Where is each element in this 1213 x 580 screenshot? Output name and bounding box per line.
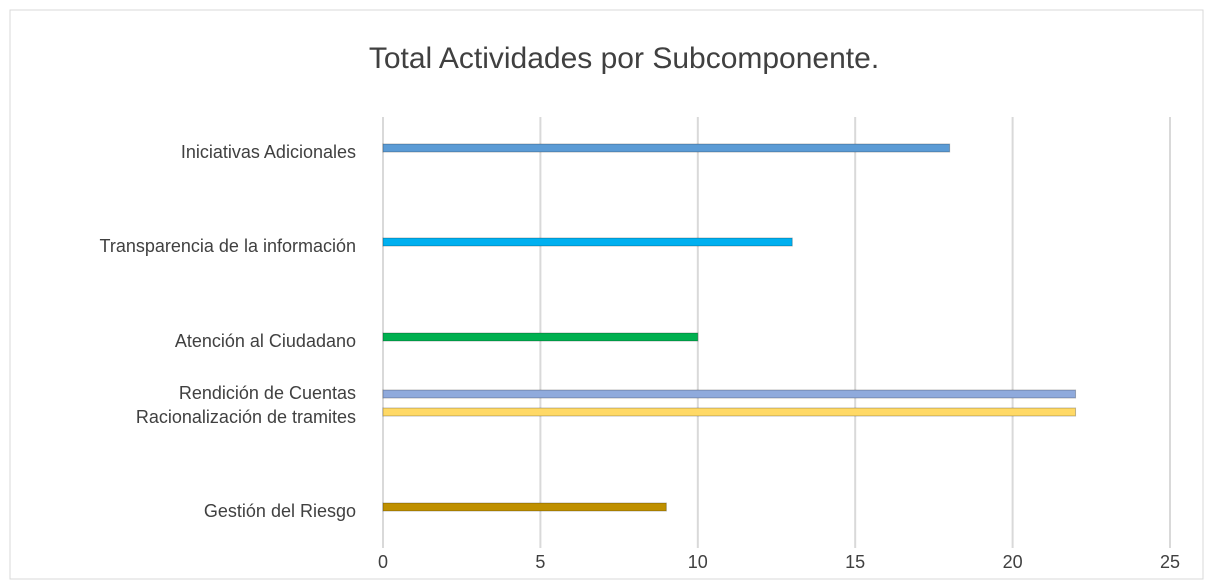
y-tick-label: Iniciativas Adicionales [181, 142, 356, 162]
y-tick-label: Transparencia de la información [100, 236, 356, 256]
bar [382, 389, 1077, 399]
y-tick-label: Racionalización de tramites [136, 407, 356, 427]
x-tick-label: 20 [1003, 552, 1023, 572]
chart-border [9, 9, 1204, 580]
x-tick-label: 10 [688, 552, 708, 572]
bar [382, 143, 951, 153]
x-tick-label: 15 [845, 552, 865, 572]
y-tick-label: Gestión del Riesgo [204, 501, 356, 521]
y-tick-label: Atención al Ciudadano [175, 331, 356, 351]
chart-title: Total Actividades por Subcomponente. [369, 42, 879, 75]
bar [382, 237, 793, 247]
bar [382, 407, 1077, 417]
x-tick-label: 25 [1160, 552, 1180, 572]
y-tick-label: Rendición de Cuentas [179, 383, 356, 403]
x-tick-label: 0 [378, 552, 388, 572]
bar [382, 332, 699, 342]
bar [382, 502, 667, 512]
x-tick-label: 5 [535, 552, 545, 572]
